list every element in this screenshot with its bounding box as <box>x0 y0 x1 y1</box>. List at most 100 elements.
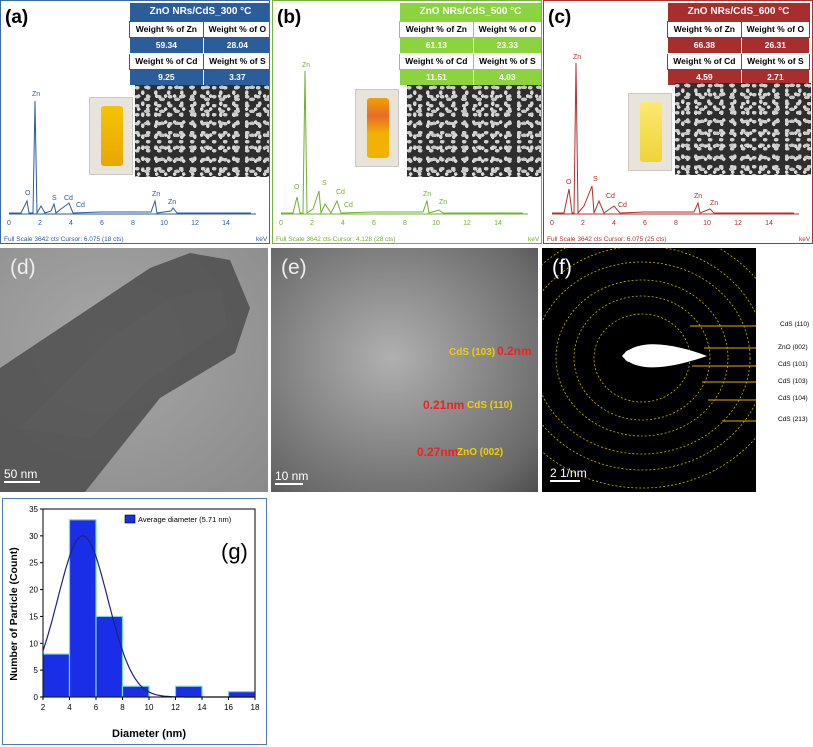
x-tick: 4 <box>341 220 345 227</box>
x-tick-label: 16 <box>224 703 233 712</box>
header-zn: Weight % of Zn <box>667 20 742 38</box>
y-tick-label: 15 <box>29 612 38 621</box>
header-zn: Weight % of Zn <box>399 20 474 38</box>
peak-label: Cd <box>76 202 85 209</box>
plane-label: CdS (103) <box>449 347 496 358</box>
x-tick: 6 <box>643 220 647 227</box>
peak-label: S <box>52 195 57 202</box>
histogram-bar <box>121 685 150 698</box>
scale-label: 50 nm <box>4 467 38 481</box>
edx-footer: Full Scale 3642 cts Cursor: 6.075 (25 ct… <box>547 236 667 243</box>
scale-label: 2 1/nm <box>550 466 587 480</box>
peak-label: O <box>294 184 300 191</box>
peak-label: Zn <box>710 200 718 207</box>
plane-label: CdS (110) <box>467 400 513 411</box>
x-tick: 12 <box>463 220 471 227</box>
tem-image-d: (d) 50 nm <box>0 248 268 492</box>
x-tick: 12 <box>191 220 199 227</box>
x-tick: 14 <box>765 220 773 227</box>
x-tick: 4 <box>612 220 616 227</box>
peak-label: O <box>25 190 31 197</box>
histogram-panel-g: 0 5 10 15 20 25 30 35 2 4 6 8 10 12 14 16 18 Number of … <box>2 498 267 745</box>
peak-label: Zn <box>439 199 447 206</box>
x-tick: 6 <box>372 220 376 227</box>
histogram-bar <box>227 691 256 698</box>
peak-label: S <box>593 176 598 183</box>
header-o: Weight % of O <box>202 20 269 38</box>
y-tick-label: 0 <box>34 693 39 702</box>
panel-label-b: (b) <box>277 7 302 28</box>
histogram-bars <box>42 519 256 698</box>
header-cd: Weight % of Cd <box>129 52 204 70</box>
x-tick: 2 <box>581 220 585 227</box>
value-o: 23.33 <box>472 36 541 54</box>
x-tick-label: 8 <box>120 703 125 712</box>
x-tick-label: 18 <box>251 703 260 712</box>
plane-label: ZnO (002) <box>457 447 504 458</box>
x-tick: 14 <box>494 220 502 227</box>
panel-label-a: (a) <box>5 7 29 28</box>
sample-photo <box>89 97 133 175</box>
edx-unit: keV <box>799 236 811 243</box>
edx-spectrum: Zn O S Cd Cd Zn Zn 0 2 4 6 8 10 12 14 Fu… <box>276 62 540 243</box>
histogram-bar <box>68 519 97 698</box>
x-tick-label: 12 <box>171 703 180 712</box>
spacing-label: 0.21nm <box>423 398 465 412</box>
edx-panel-c: (c) ZnO NRs/CdS_600 °C Weight % of Zn Wei… <box>543 0 813 244</box>
x-tick: 0 <box>279 220 283 227</box>
edx-unit: keV <box>528 236 540 243</box>
ring-label: ZnO (002) <box>778 344 808 351</box>
x-tick: 12 <box>734 220 742 227</box>
peak-label: S <box>322 180 327 187</box>
peak-label: Cd <box>344 202 353 209</box>
y-tick-label: 10 <box>29 639 38 648</box>
y-tick-label: 30 <box>29 532 38 541</box>
hrtem-image-e: (e) CdS (103) 0.2nm 0.21nm CdS (110) 0.2… <box>271 248 538 492</box>
y-axis-ticks: 0 5 10 15 20 25 30 35 <box>29 505 43 702</box>
header-s: Weight % of S <box>740 52 811 70</box>
x-tick: 4 <box>69 220 73 227</box>
edx-table-title: ZnO NRs/CdS_600 °C <box>667 3 810 21</box>
x-tick: 8 <box>131 220 135 227</box>
edx-table-c: ZnO NRs/CdS_600 °C Weight % of Zn Weight … <box>667 3 811 86</box>
panel-label-f: (f) <box>552 256 572 279</box>
histogram-bar <box>42 653 71 698</box>
ring-label: CdS (213) <box>778 416 808 423</box>
x-axis-ticks: 2 4 6 8 10 12 14 16 18 <box>41 697 260 712</box>
peak-label: O <box>566 179 572 186</box>
peak-label: Cd <box>618 202 627 209</box>
particle-size-histogram: 0 5 10 15 20 25 30 35 2 4 6 8 10 12 14 16 18 Number of … <box>8 505 260 740</box>
peak-label: Zn <box>573 54 581 61</box>
ring-label: CdS (104) <box>778 395 808 402</box>
value-zn: 61.13 <box>399 36 474 54</box>
edx-spectrum: Zn O S Cd Cd Zn Zn 0 2 4 6 8 10 12 14 Fu… <box>547 54 811 243</box>
scale-label: 10 nm <box>275 469 309 483</box>
x-tick: 10 <box>160 220 168 227</box>
y-tick-label: 35 <box>29 505 38 514</box>
x-tick: 2 <box>310 220 314 227</box>
x-tick: 0 <box>550 220 554 227</box>
x-tick-label: 4 <box>67 703 72 712</box>
x-tick: 10 <box>703 220 711 227</box>
edx-table-title: ZnO NRs/CdS_500 °C <box>399 3 541 21</box>
edx-unit: keV <box>256 236 268 243</box>
y-tick-label: 25 <box>29 559 38 568</box>
edx-table-a: ZnO NRs/CdS_300 °C Weight % of Zn Weight … <box>129 3 269 86</box>
x-tick: 0 <box>7 220 11 227</box>
sem-image <box>135 85 269 177</box>
saed-pattern-f: CdS (110) ZnO (002) CdS (101) CdS (103) … <box>542 248 812 492</box>
x-tick-label: 6 <box>94 703 99 712</box>
histogram-bar <box>95 615 124 698</box>
edx-table-title: ZnO NRs/CdS_300 °C <box>129 3 269 21</box>
sample-photo <box>355 89 399 167</box>
value-s: 4.03 <box>472 68 541 86</box>
peak-label: Cd <box>336 189 345 196</box>
x-tick: 10 <box>432 220 440 227</box>
edx-panel-b: (b) ZnO NRs/CdS_500 °C Weight % of Zn Wei… <box>272 0 542 244</box>
edx-footer: Full Scale 3642 cts Cursor: 6.075 (18 ct… <box>4 236 124 243</box>
x-tick-label: 2 <box>41 703 46 712</box>
y-tick-label: 5 <box>34 666 39 675</box>
y-axis-label: Number of Particle (Count) <box>8 547 20 681</box>
sample-photo <box>628 93 672 171</box>
value-zn: 59.34 <box>129 36 204 54</box>
